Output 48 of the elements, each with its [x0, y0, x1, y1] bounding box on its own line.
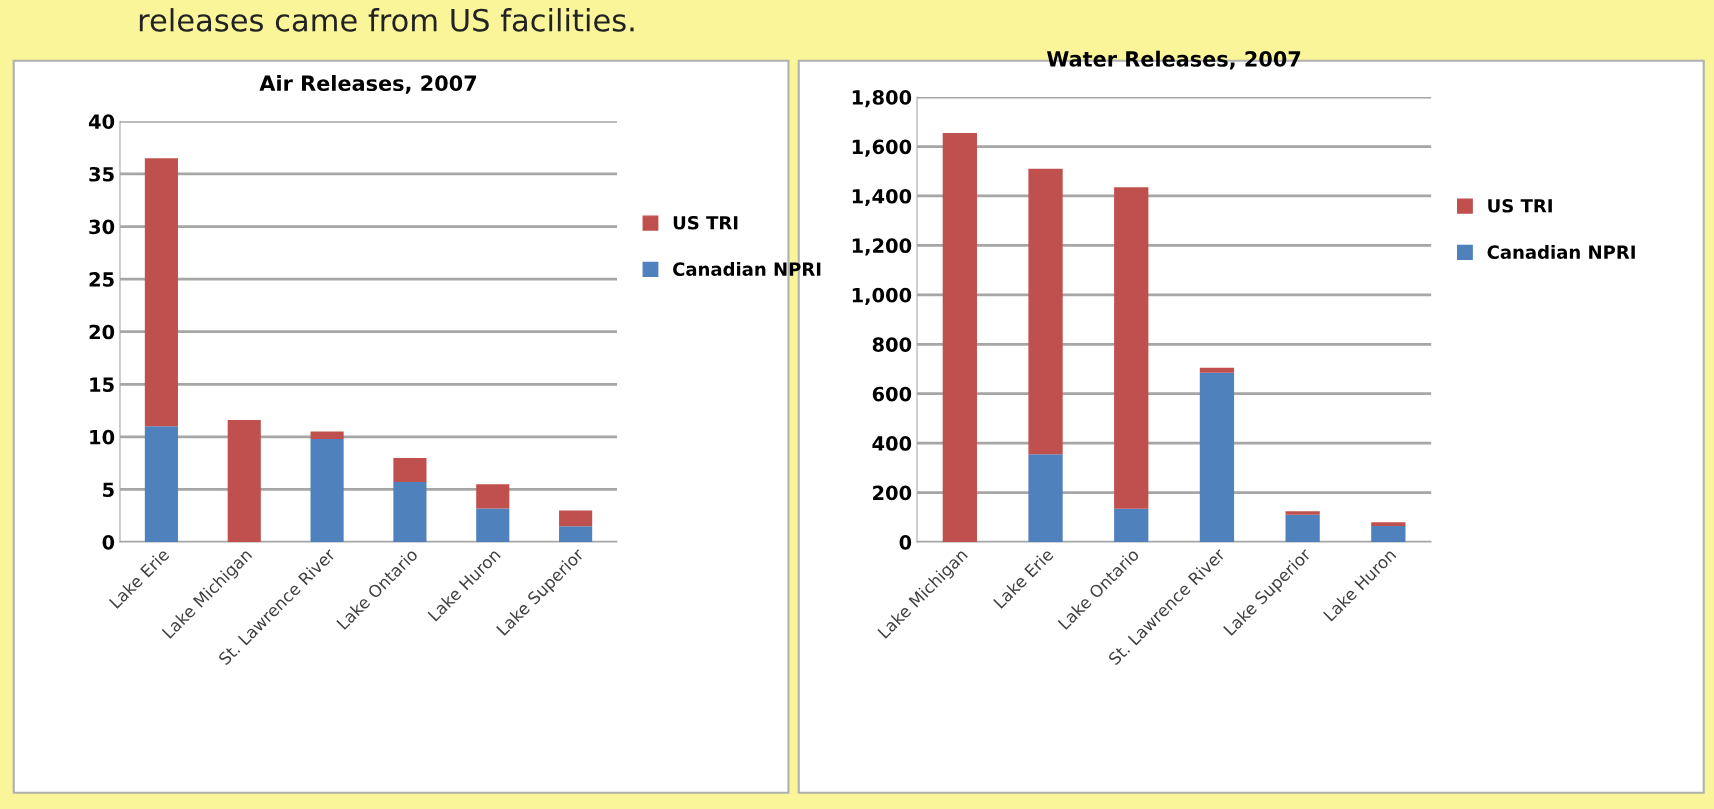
y-tick-label: 20: [89, 324, 115, 340]
y-tick-label: 800: [872, 337, 912, 352]
y-tick-label: 15: [90, 377, 114, 392]
y-tick-label: 600: [872, 386, 912, 402]
legend-label: Canadian NPRI: [673, 262, 821, 276]
bar: [559, 510, 593, 527]
bar: [942, 132, 977, 543]
y-tick-label: 400: [872, 436, 912, 451]
bar: [559, 526, 593, 543]
y-tick-label: 1,400: [852, 188, 912, 207]
y-tick-label: 25: [89, 272, 114, 287]
y-tick-label: 10: [90, 429, 115, 445]
bar: [310, 438, 344, 543]
chart-title: Air Releases, 2007: [259, 74, 477, 94]
y-tick-label: 1,200: [852, 238, 912, 256]
y-tick-label: 1,600: [852, 139, 912, 157]
bar: [1199, 367, 1235, 373]
bar: [144, 158, 178, 427]
y-tick-label: 0: [102, 534, 115, 550]
legend-label: Canadian NPRI: [1487, 245, 1635, 259]
y-tick-label: 40: [88, 114, 115, 130]
bar: [227, 420, 261, 543]
legend-label: US TRI: [1488, 198, 1552, 213]
bar: [1371, 525, 1406, 543]
bar: [1114, 508, 1149, 543]
legend-label: US TRI: [673, 215, 738, 230]
bar: [393, 482, 427, 543]
y-tick-label: 0: [899, 534, 912, 550]
bar: [310, 431, 344, 439]
y-tick-label: 30: [89, 219, 115, 235]
bar: [1028, 454, 1063, 543]
bar: [1114, 187, 1149, 509]
chart-title: Water Releases, 2007: [1046, 50, 1301, 70]
bar: [1285, 511, 1320, 515]
bar: [1199, 372, 1235, 543]
bar: [1371, 522, 1406, 526]
y-tick-label: 5: [103, 482, 114, 498]
y-tick-label: 35: [89, 166, 114, 182]
bar: [1285, 514, 1320, 543]
bar: [144, 426, 178, 543]
y-tick-label: 1,800: [852, 90, 912, 108]
bar: [1028, 168, 1063, 455]
text: releases came from US facilities.: [139, 8, 634, 32]
bar: [476, 508, 510, 543]
y-tick-label: 1,000: [852, 287, 912, 305]
bar: [476, 484, 510, 509]
bar: [393, 457, 427, 483]
y-tick-label: 200: [873, 485, 912, 501]
